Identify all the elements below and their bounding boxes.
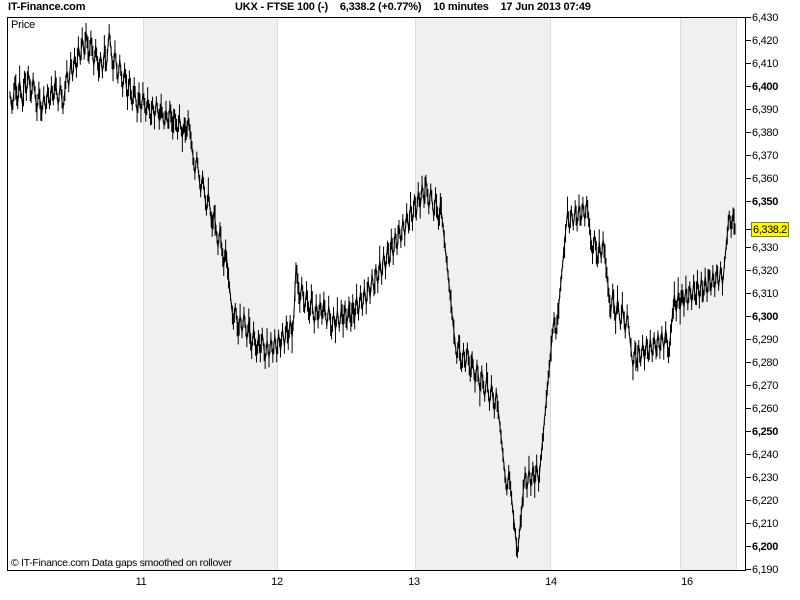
- y-axis-tick: 6,280: [746, 356, 778, 370]
- timeframe-label: 10 minutes: [433, 1, 489, 13]
- y-tick-label: 6,250: [752, 426, 779, 438]
- y-axis-tick: 6,330: [746, 241, 778, 255]
- price-series-svg: [9, 22, 736, 559]
- y-axis-tick: 6,230: [746, 471, 778, 485]
- y-tick-label: 6,220: [752, 495, 779, 507]
- y-axis-tick: 6,270: [746, 379, 778, 393]
- last-price-change: 6,338.2 (+0.77%): [339, 1, 422, 13]
- y-tick-label: 6,290: [752, 334, 779, 346]
- y-tick-dash: [746, 247, 751, 249]
- y-axis-tick: 6,370: [746, 149, 778, 163]
- y-tick-dash: [746, 63, 751, 65]
- y-tick-label: 6,190: [752, 564, 779, 576]
- y-tick-dash: [746, 385, 751, 387]
- y-axis-tick: 6,430: [746, 11, 778, 25]
- y-axis-tick: 6,380: [746, 126, 778, 140]
- y-axis-tick: 6,400: [746, 80, 778, 94]
- y-axis-tick: 6,320: [746, 264, 778, 278]
- y-tick-label: 6,260: [752, 403, 779, 415]
- y-axis-tick: 6,350: [746, 195, 778, 209]
- y-tick-dash: [746, 546, 751, 548]
- brand-label: IT-Finance.com: [8, 1, 86, 13]
- current-price-tick: [746, 229, 751, 231]
- x-axis-tick-label: 11: [135, 576, 147, 588]
- x-axis-tick-label: 16: [681, 576, 693, 588]
- y-tick-dash: [746, 523, 751, 525]
- y-tick-label: 6,200: [752, 541, 779, 553]
- y-tick-dash: [746, 362, 751, 364]
- y-axis-tick: 6,290: [746, 333, 778, 347]
- x-axis-tick-label: 13: [408, 576, 420, 588]
- session-band-3: [680, 18, 737, 570]
- y-tick-dash: [746, 569, 751, 571]
- y-tick-label: 6,390: [752, 104, 779, 116]
- y-axis-tick: 6,360: [746, 172, 778, 186]
- y-axis[interactable]: 6,338.2 6,430 6,420 6,410 6,400 6,390 6,380 6,…: [746, 12, 800, 576]
- y-tick-dash: [746, 477, 751, 479]
- y-axis-title: Price: [11, 19, 36, 31]
- y-tick-label: 6,210: [752, 518, 779, 530]
- y-tick-label: 6,410: [752, 58, 779, 70]
- y-tick-dash: [746, 454, 751, 456]
- price-line: [9, 22, 736, 559]
- y-tick-label: 6,240: [752, 449, 779, 461]
- y-axis-tick: 6,300: [746, 310, 778, 324]
- y-axis-tick: 6,390: [746, 103, 778, 117]
- y-tick-dash: [746, 86, 751, 88]
- y-axis-tick: 6,240: [746, 448, 778, 462]
- y-axis-tick: 6,210: [746, 517, 778, 531]
- y-tick-label: 6,230: [752, 472, 779, 484]
- y-tick-dash: [746, 316, 751, 318]
- y-axis-tick: 6,190: [746, 563, 778, 577]
- current-price-badge[interactable]: 6,338.2: [751, 221, 789, 237]
- y-tick-dash: [746, 17, 751, 19]
- x-axis-tick-label: 12: [271, 576, 283, 588]
- y-tick-dash: [746, 339, 751, 341]
- y-tick-dash: [746, 40, 751, 42]
- plot-area[interactable]: Price © IT-Finance.com Data gaps smoothe…: [8, 18, 745, 570]
- y-axis-tick: 6,200: [746, 540, 778, 554]
- timestamp-label: 17 Jun 2013 07:49: [500, 1, 591, 13]
- chart-footnote: © IT-Finance.com Data gaps smoothed on r…: [11, 557, 232, 569]
- y-tick-label: 6,350: [752, 196, 779, 208]
- instrument-name: UKX - FTSE 100 (-): [235, 1, 328, 13]
- x-axis-tick-label: 14: [545, 576, 557, 588]
- y-tick-dash: [746, 500, 751, 502]
- y-tick-dash: [746, 155, 751, 157]
- chart-frame[interactable]: Price © IT-Finance.com Data gaps smoothe…: [7, 17, 746, 571]
- y-tick-dash: [746, 293, 751, 295]
- y-tick-label: 6,270: [752, 380, 779, 392]
- y-tick-label: 6,360: [752, 173, 779, 185]
- y-axis-tick: 6,420: [746, 34, 778, 48]
- y-tick-dash: [746, 109, 751, 111]
- y-tick-label: 6,310: [752, 288, 779, 300]
- y-tick-label: 6,380: [752, 127, 779, 139]
- chart-header: IT-Finance.com UKX - FTSE 100 (-) 6,338.…: [0, 0, 800, 17]
- chart-title-block: UKX - FTSE 100 (-) 6,338.2 (+0.77%) 10 m…: [235, 1, 591, 13]
- y-tick-dash: [746, 178, 751, 180]
- y-axis-tick: 6,250: [746, 425, 778, 439]
- y-tick-label: 6,300: [752, 311, 779, 323]
- y-tick-label: 6,400: [752, 81, 779, 93]
- y-axis-tick: 6,410: [746, 57, 778, 71]
- y-axis-tick: 6,220: [746, 494, 778, 508]
- y-tick-dash: [746, 408, 751, 410]
- y-tick-label: 6,320: [752, 265, 779, 277]
- x-axis[interactable]: 11 12 13 14 16: [7, 571, 746, 595]
- y-tick-label: 6,330: [752, 242, 779, 254]
- y-tick-label: 6,280: [752, 357, 779, 369]
- y-axis-tick: 6,310: [746, 287, 778, 301]
- y-tick-dash: [746, 132, 751, 134]
- y-tick-dash: [746, 201, 751, 203]
- y-axis-tick: 6,260: [746, 402, 778, 416]
- y-tick-dash: [746, 270, 751, 272]
- y-tick-label: 6,420: [752, 35, 779, 47]
- y-tick-dash: [746, 431, 751, 433]
- y-tick-label: 6,370: [752, 150, 779, 162]
- y-tick-label: 6,430: [752, 12, 779, 24]
